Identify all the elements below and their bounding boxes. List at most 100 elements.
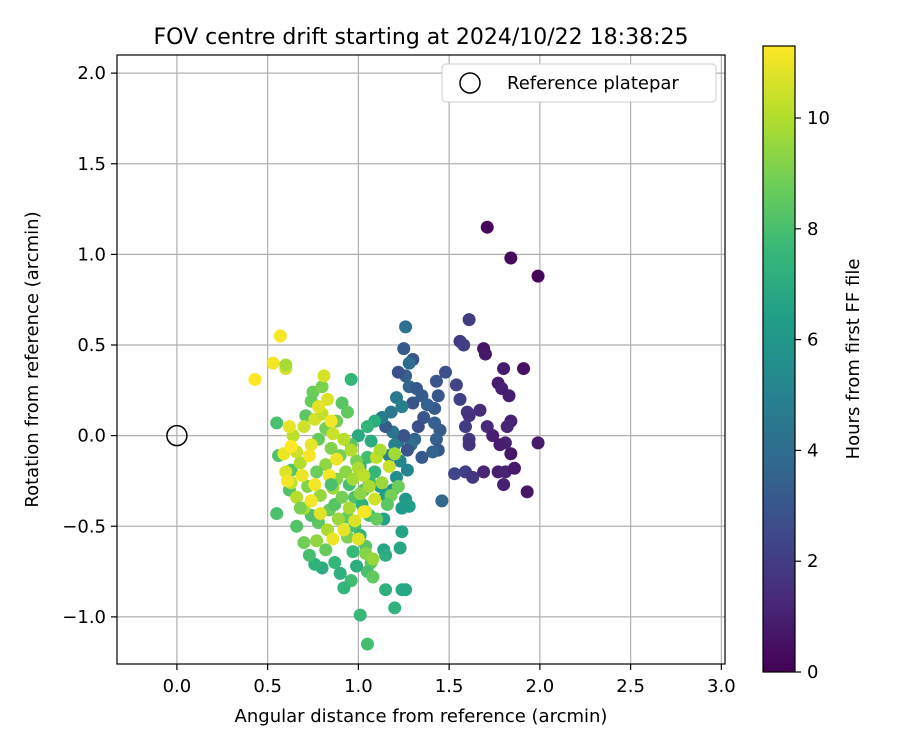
- y-tick-label: 0.0: [77, 426, 106, 447]
- data-point: [350, 559, 364, 573]
- colorbar-tick-label: 0: [807, 662, 818, 683]
- data-point: [319, 543, 333, 557]
- data-point: [453, 392, 467, 406]
- data-point: [344, 443, 358, 457]
- colorbar-ticks: 0 2 4 6 8 10: [795, 108, 830, 683]
- data-point: [395, 501, 409, 515]
- data-point: [348, 514, 362, 528]
- data-point: [330, 452, 344, 466]
- x-tick-label: 0.0: [163, 676, 192, 697]
- data-point: [293, 456, 307, 470]
- data-point: [448, 467, 462, 481]
- chart-title: FOV centre drift starting at 2024/10/22 …: [154, 25, 689, 50]
- data-point: [458, 420, 472, 434]
- data-point: [360, 637, 374, 651]
- colorbar: [762, 45, 796, 673]
- legend-entry-reference-platepar: Reference platepar: [507, 73, 679, 94]
- data-point: [295, 469, 309, 482]
- data-point: [531, 269, 545, 283]
- data-point: [391, 365, 405, 379]
- data-point: [311, 400, 325, 414]
- data-point: [324, 441, 338, 455]
- data-point: [370, 512, 384, 526]
- data-point: [273, 329, 287, 343]
- data-point: [319, 458, 333, 472]
- data-point: [304, 438, 318, 452]
- data-point: [321, 392, 335, 406]
- legend: Reference platepar: [441, 63, 717, 103]
- data-point: [500, 420, 514, 434]
- data-point: [279, 358, 293, 372]
- data-point: [400, 443, 414, 457]
- data-point: [353, 487, 367, 501]
- data-point: [497, 362, 511, 376]
- data-point: [399, 320, 413, 334]
- data-point: [290, 490, 304, 504]
- x-tick-label: 2.5: [616, 676, 645, 697]
- data-point: [477, 465, 491, 479]
- data-point: [382, 459, 396, 473]
- data-point: [439, 365, 453, 379]
- colorbar-tick-label: 2: [807, 551, 818, 572]
- data-point: [380, 498, 394, 511]
- data-point: [297, 536, 311, 550]
- reference-platepar-marker: [166, 424, 188, 447]
- colorbar-tick-label: 8: [807, 219, 818, 240]
- y-tick-label: 1.0: [77, 244, 106, 265]
- data-point: [406, 396, 420, 410]
- data-point: [462, 409, 476, 423]
- data-point: [357, 505, 371, 519]
- data-point: [429, 432, 443, 446]
- data-point: [270, 507, 284, 521]
- data-point: [293, 501, 307, 515]
- legend-reference-marker: [459, 72, 481, 94]
- data-point: [379, 583, 393, 597]
- data-point: [395, 400, 409, 414]
- data-point: [486, 429, 500, 443]
- x-tick-label: 1.0: [344, 676, 373, 697]
- data-point: [504, 447, 518, 461]
- y-axis-label: Rotation from reference (arcmin): [22, 211, 43, 507]
- data-point: [351, 532, 365, 546]
- colorbar-tick-label: 10: [807, 108, 830, 129]
- data-point: [397, 429, 411, 443]
- data-point: [388, 438, 402, 452]
- data-point: [326, 427, 340, 441]
- data-point: [462, 438, 476, 452]
- data-point: [426, 445, 440, 459]
- data-point: [340, 405, 354, 419]
- data-point: [248, 372, 262, 386]
- data-point: [315, 380, 329, 394]
- data-point: [473, 403, 487, 417]
- data-point: [313, 507, 327, 521]
- colorbar-tick-label: 6: [807, 330, 818, 351]
- data-point: [517, 362, 531, 376]
- data-point: [317, 369, 331, 383]
- data-point: [502, 389, 516, 403]
- data-point: [520, 485, 534, 499]
- data-point: [353, 608, 367, 622]
- data-point: [497, 478, 511, 492]
- data-point: [357, 469, 371, 482]
- data-point: [360, 450, 374, 464]
- data-point: [337, 581, 351, 595]
- x-tick-label: 3.0: [707, 676, 736, 697]
- data-point: [531, 436, 545, 450]
- data-point: [308, 478, 322, 492]
- data-point: [400, 463, 414, 477]
- data-point: [328, 556, 342, 569]
- data-point: [375, 476, 389, 490]
- data-point: [449, 378, 463, 392]
- data-point: [346, 472, 360, 486]
- data-point: [324, 478, 338, 492]
- reference-platepar-point: [166, 424, 188, 447]
- data-point: [342, 501, 356, 515]
- data-point: [344, 372, 358, 386]
- data-point: [297, 420, 311, 434]
- data-point: [360, 420, 374, 434]
- data-point: [435, 494, 449, 508]
- y-tick-label: −0.5: [62, 516, 106, 537]
- data-point: [326, 532, 340, 546]
- x-axis-ticks: 0.0 0.5 1.0 1.5 2.0 2.5 3.0: [163, 664, 736, 697]
